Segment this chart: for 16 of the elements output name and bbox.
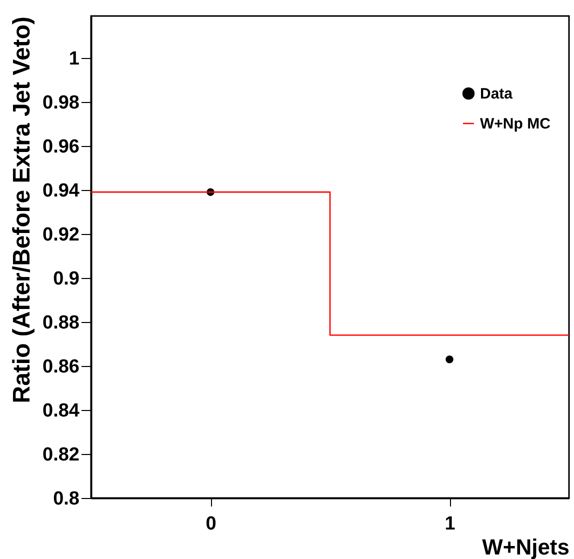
y-tick-label: 0.88 xyxy=(42,312,80,334)
y-tick-label: 0.92 xyxy=(42,224,80,246)
x-tick-label: 0 xyxy=(206,514,216,534)
y-axis-title: Ratio (After/Before Extra Jet Veto) xyxy=(8,16,36,404)
y-tick-label: 0.82 xyxy=(42,444,80,466)
x-axis-title: W+Njets xyxy=(482,534,570,559)
y-tick-label: 0.8 xyxy=(53,488,80,510)
y-tick-label: 0.94 xyxy=(42,180,80,202)
y-tick-label: 1 xyxy=(68,48,80,70)
y-tick-label: 0.98 xyxy=(42,92,80,114)
y-tick-label: 0.84 xyxy=(42,400,80,422)
y-tick-label: 0.86 xyxy=(42,356,80,378)
legend-label: Data xyxy=(480,86,514,102)
legend-label: W+Np MC xyxy=(480,116,551,132)
y-tick-label: 0.96 xyxy=(42,136,80,158)
y-tick-label: 0.9 xyxy=(53,268,80,290)
